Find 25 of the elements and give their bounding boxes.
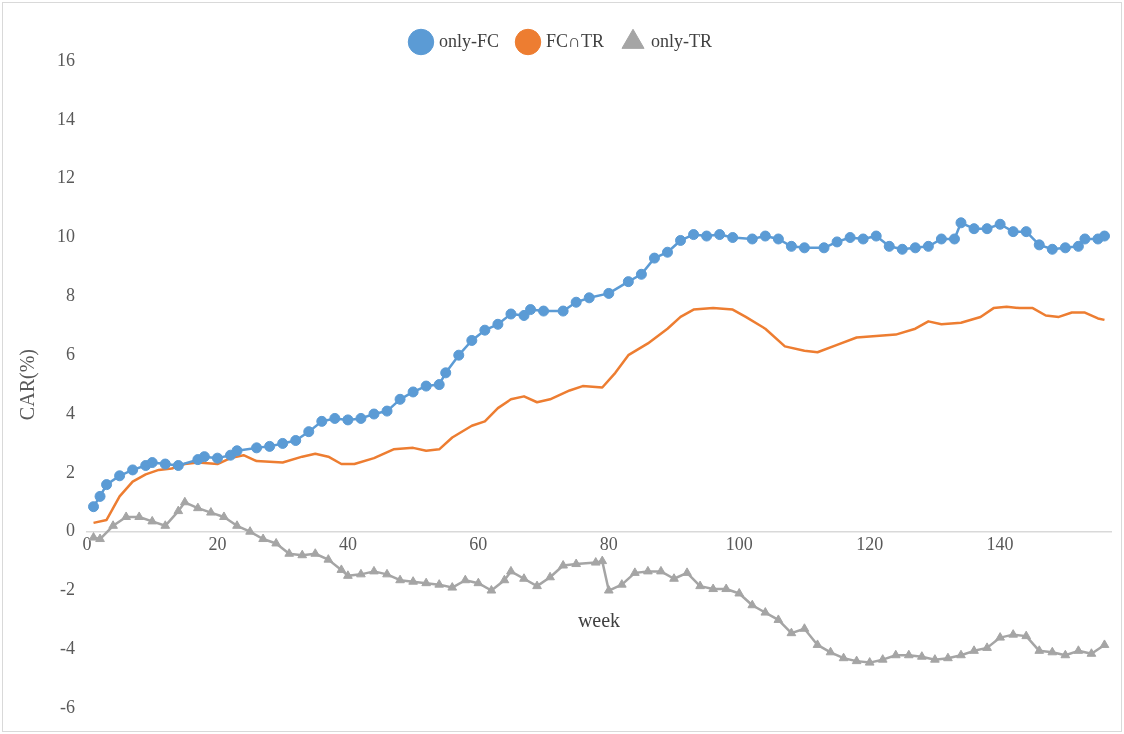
y-tick-label: 12 xyxy=(57,167,75,188)
y-tick-label: 14 xyxy=(57,108,75,129)
y-tick-label: 4 xyxy=(66,402,75,423)
legend-label: only-TR xyxy=(651,30,713,51)
x-tick-label: 40 xyxy=(338,534,357,555)
y-tick-label: 6 xyxy=(66,343,75,364)
y-axis-title: CAR(%) xyxy=(16,349,40,421)
legend-label: only-FC xyxy=(438,30,499,51)
x-tick-label: 60 xyxy=(469,534,488,555)
x-tick-label: 140 xyxy=(986,534,1014,555)
y-tick-label: 8 xyxy=(66,285,75,306)
y-tick-label: -2 xyxy=(60,579,75,600)
y-tick-label: -6 xyxy=(60,696,75,717)
x-tick-label: 80 xyxy=(599,534,618,555)
y-tick-label: 2 xyxy=(66,461,75,482)
x-tick-label: 120 xyxy=(856,534,884,555)
y-tick-label: -4 xyxy=(60,638,75,659)
x-tick-label: 0 xyxy=(82,534,92,555)
y-tick-label: 16 xyxy=(57,49,75,70)
x-axis-title: week xyxy=(577,608,621,631)
x-tick-label: 20 xyxy=(208,534,227,555)
y-tick-label: 10 xyxy=(57,226,75,247)
legend-label: FC∩TR xyxy=(546,30,605,51)
x-tick-label: 100 xyxy=(725,534,753,555)
y-tick-label: 0 xyxy=(66,520,75,541)
